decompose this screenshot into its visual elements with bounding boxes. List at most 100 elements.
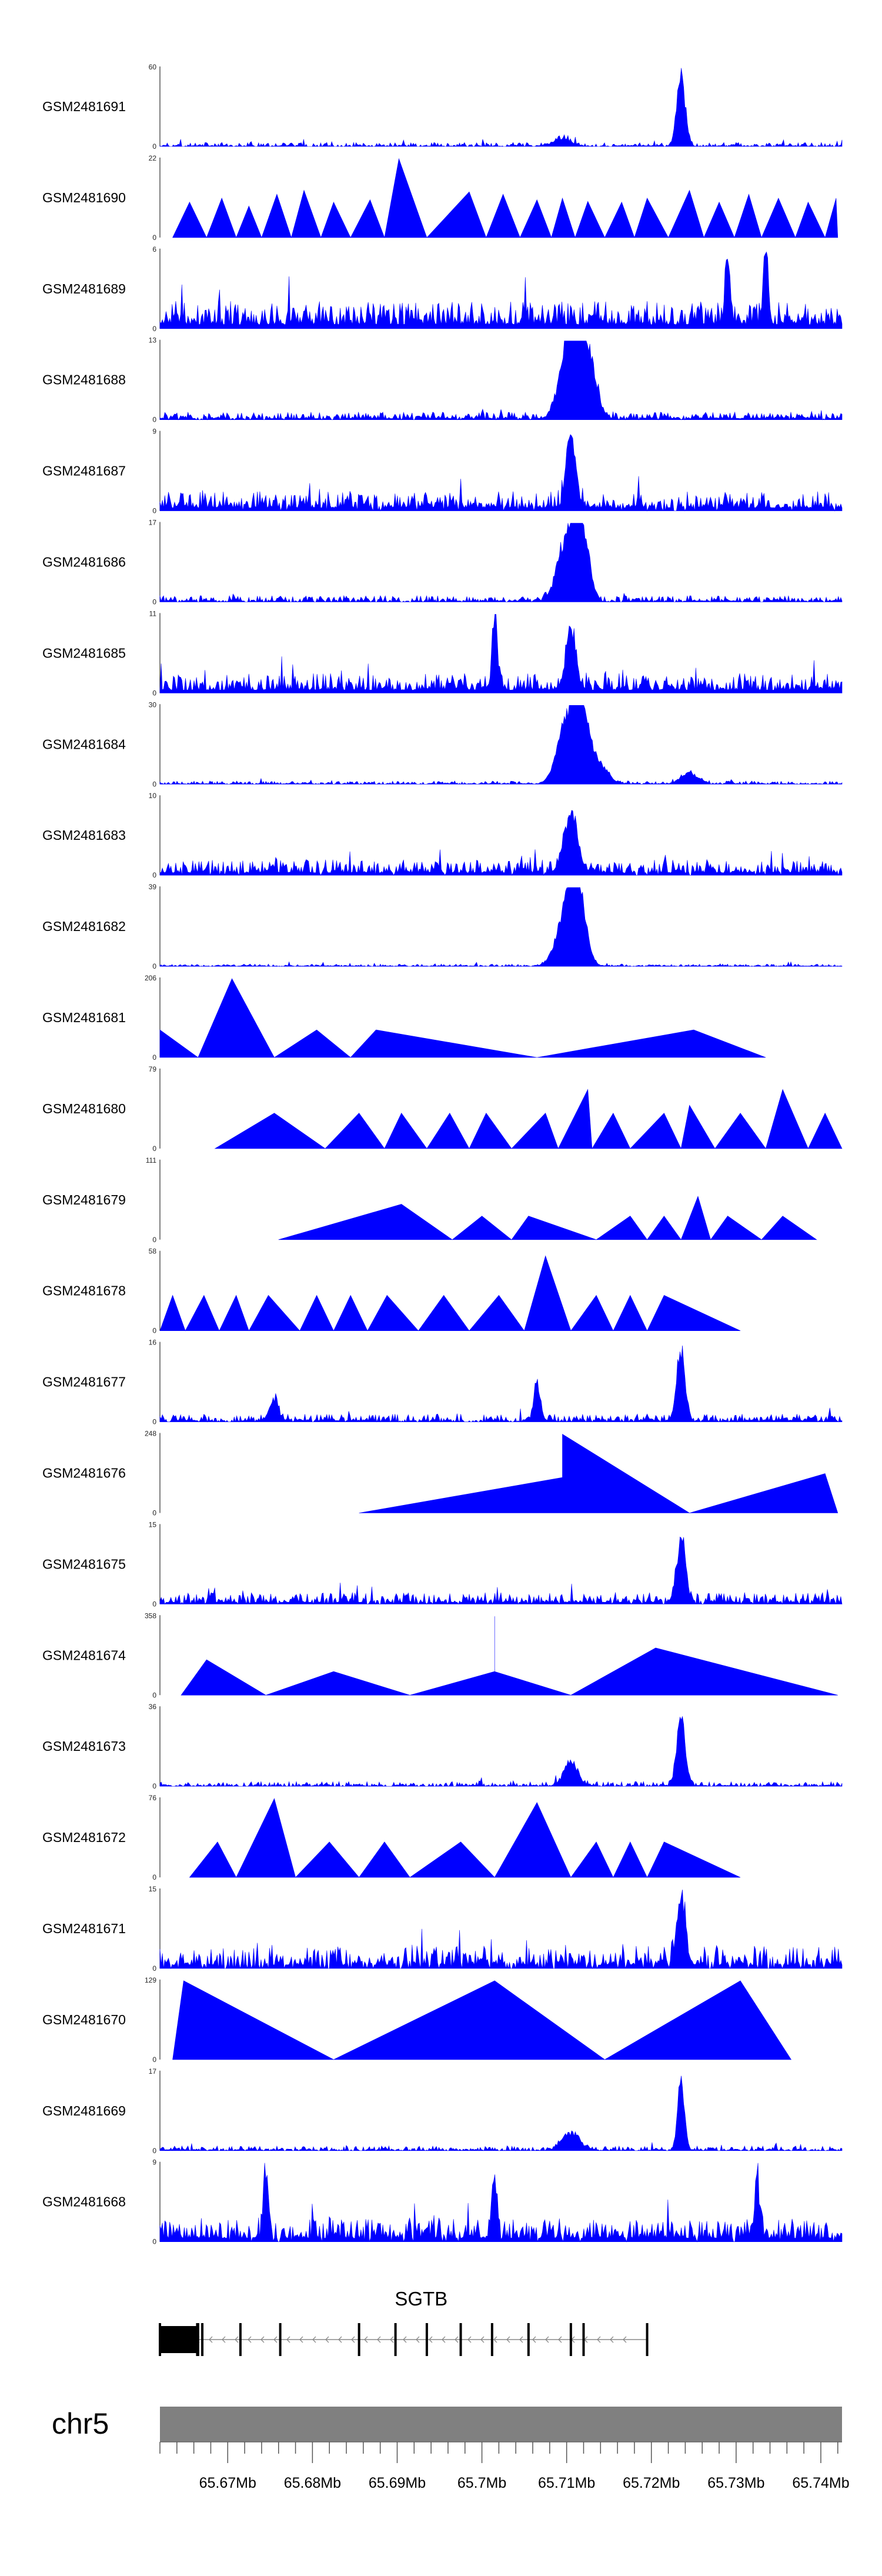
y-tick-zero: 0 <box>152 1327 156 1335</box>
x-tick-label: 65.69Mb <box>369 2475 426 2491</box>
exon-mark <box>196 2323 199 2356</box>
y-tick-max: 30 <box>149 700 157 709</box>
coverage-area <box>159 614 843 693</box>
y-tick-zero: 0 <box>152 233 156 242</box>
strand-arrow <box>312 2336 316 2343</box>
coverage-area <box>159 1716 843 1787</box>
track-label: GSM2481689 <box>42 281 126 296</box>
coverage-area <box>159 1345 843 1423</box>
y-tick-zero: 0 <box>152 1691 156 1699</box>
x-tick-label: 65.74Mb <box>792 2475 849 2491</box>
track-label: GSM2481683 <box>42 827 126 843</box>
y-tick-max: 79 <box>149 1065 157 1073</box>
y-tick-max: 6 <box>152 245 156 253</box>
track-label: GSM2481680 <box>42 1101 126 1116</box>
strand-arrow <box>506 2336 510 2343</box>
coverage-area <box>159 68 843 148</box>
coverage-area <box>172 158 838 239</box>
track-GSM2481690: GSM2481690 22 0 <box>42 154 838 242</box>
track-GSM2481689: GSM2481689 6 0 <box>42 245 843 333</box>
coverage-area <box>214 1089 843 1149</box>
exon-mark <box>582 2323 585 2356</box>
y-tick-zero: 0 <box>152 1053 156 1062</box>
track-label: GSM2481682 <box>42 919 126 934</box>
y-tick-zero: 0 <box>152 2147 156 2155</box>
strand-arrow <box>403 2336 407 2343</box>
track-label: GSM2481690 <box>42 190 126 205</box>
exon-mark <box>279 2323 282 2356</box>
track-GSM2481673: GSM2481673 36 0 <box>42 1703 843 1790</box>
y-tick-max: 58 <box>149 1247 157 1256</box>
track-label: GSM2481671 <box>42 1921 126 1936</box>
y-tick-max: 15 <box>149 1520 157 1529</box>
coverage-area <box>159 1536 843 1605</box>
track-label: GSM2481688 <box>42 372 126 388</box>
coverage-area <box>159 251 843 329</box>
coverage-area <box>159 2163 843 2243</box>
y-tick-max: 17 <box>149 519 157 527</box>
strand-arrow <box>325 2336 329 2343</box>
strand-arrow <box>558 2336 562 2343</box>
x-tick-label: 65.68Mb <box>284 2475 341 2491</box>
track-label: GSM2481675 <box>42 1556 126 1571</box>
exon-mark <box>425 2323 428 2356</box>
coverage-area <box>159 978 766 1058</box>
track-label: GSM2481668 <box>42 2194 126 2210</box>
y-tick-zero: 0 <box>152 780 156 788</box>
track-GSM2481675: GSM2481675 15 0 <box>42 1520 843 1608</box>
strand-arrow <box>623 2336 627 2343</box>
y-tick-max: 13 <box>149 336 157 345</box>
strand-arrow <box>545 2336 549 2343</box>
track-GSM2481685: GSM2481685 11 0 <box>42 609 843 697</box>
strand-arrow <box>377 2336 381 2343</box>
y-tick-zero: 0 <box>152 1782 156 1790</box>
y-tick-zero: 0 <box>152 1964 156 1973</box>
track-GSM2481674: GSM2481674 358 0 <box>42 1611 838 1699</box>
strand-arrow <box>248 2336 252 2343</box>
x-tick-label: 65.7Mb <box>457 2475 506 2491</box>
y-tick-max: 60 <box>149 63 157 71</box>
exon-mark <box>646 2323 649 2356</box>
coverage-area <box>159 1255 741 1332</box>
y-tick-zero: 0 <box>152 2056 156 2064</box>
track-GSM2481677: GSM2481677 16 0 <box>42 1339 843 1426</box>
coverage-area <box>189 1798 741 1878</box>
y-tick-zero: 0 <box>152 2238 156 2246</box>
y-tick-zero: 0 <box>152 416 156 424</box>
track-GSM2481670: GSM2481670 129 0 <box>42 1976 792 2064</box>
coverage-area <box>172 1980 792 2060</box>
utr-block <box>160 2326 198 2353</box>
strand-arrow <box>429 2336 433 2343</box>
strand-arrow <box>351 2336 355 2343</box>
coverage-area <box>181 1616 838 1696</box>
track-GSM2481679: GSM2481679 111 0 <box>42 1156 817 1244</box>
exon-mark <box>394 2323 397 2356</box>
strand-arrow <box>610 2336 614 2343</box>
track-label: GSM2481673 <box>42 1739 126 1754</box>
y-tick-max: 36 <box>149 1703 157 1711</box>
strand-arrow <box>260 2336 265 2343</box>
gene-model-track: SGTB <box>159 2288 649 2356</box>
coverage-area <box>159 810 843 876</box>
track-label: GSM2481679 <box>42 1192 126 1207</box>
y-tick-max: 206 <box>145 974 156 982</box>
x-tick-label: 65.73Mb <box>707 2475 764 2491</box>
track-label: GSM2481670 <box>42 2012 126 2027</box>
track-GSM2481686: GSM2481686 17 0 <box>42 519 843 606</box>
y-tick-zero: 0 <box>152 1600 156 1608</box>
track-label: GSM2481678 <box>42 1283 126 1299</box>
track-GSM2481682: GSM2481682 39 0 <box>42 883 843 970</box>
y-tick-zero: 0 <box>152 1418 156 1426</box>
track-label: GSM2481669 <box>42 2103 126 2118</box>
exon-mark <box>459 2323 462 2356</box>
chromosome-axis-track: chr5 65.67Mb 65.68Mb 65.69Mb 65.7Mb 65.71Mb 6… <box>52 2407 850 2491</box>
y-tick-zero: 0 <box>152 962 156 970</box>
coverage-area <box>159 1889 843 1970</box>
exon-mark <box>490 2323 493 2356</box>
exon-mark <box>569 2323 572 2356</box>
y-tick-zero: 0 <box>152 1509 156 1517</box>
y-tick-max: 11 <box>149 609 157 618</box>
track-GSM2481668: GSM2481668 9 0 <box>42 2158 843 2246</box>
exon-mark <box>358 2323 360 2356</box>
